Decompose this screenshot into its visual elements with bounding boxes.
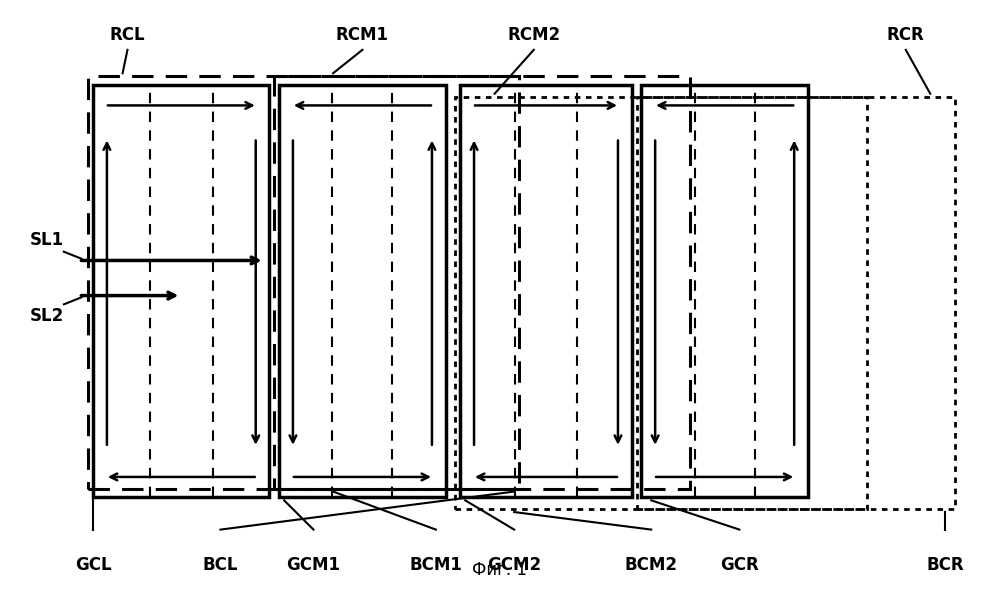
Text: RCL: RCL (110, 26, 145, 44)
Text: RCM2: RCM2 (507, 26, 560, 44)
Text: GCL: GCL (75, 556, 112, 574)
Bar (456, 97, 866, 509)
Text: BCR: BCR (926, 556, 964, 574)
Text: GCR: GCR (720, 556, 758, 574)
Text: GCM1: GCM1 (287, 556, 341, 574)
Text: SL1: SL1 (30, 231, 64, 249)
Bar (93, 85, 270, 497)
Text: RCR: RCR (887, 26, 925, 44)
Bar (88, 76, 519, 488)
Bar (641, 85, 808, 497)
Text: BCM2: BCM2 (624, 556, 677, 574)
Text: BCL: BCL (203, 556, 238, 574)
Bar (280, 85, 446, 497)
Bar (275, 76, 690, 488)
Text: BCM1: BCM1 (410, 556, 463, 574)
Text: RCM1: RCM1 (336, 26, 389, 44)
Text: GCM2: GCM2 (488, 556, 541, 574)
Bar (461, 85, 631, 497)
Text: Фиг. 1: Фиг. 1 (472, 561, 527, 579)
Text: SL2: SL2 (30, 307, 64, 325)
Bar (636, 97, 955, 509)
